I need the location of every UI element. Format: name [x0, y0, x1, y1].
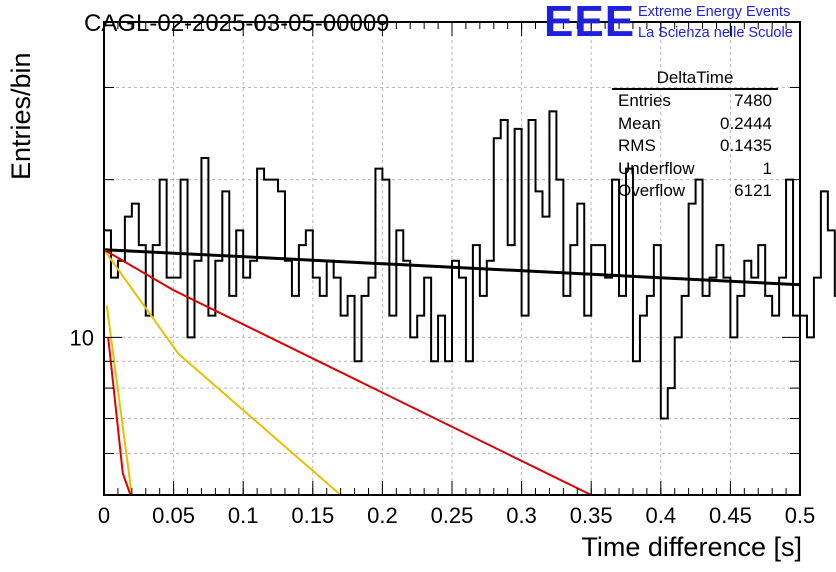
x-tick-label: 0.2: [367, 503, 398, 528]
stats-label: Mean: [618, 113, 661, 133]
stats-label: Entries: [618, 91, 671, 110]
axis-ticks: [103, 21, 801, 495]
x-tick-label: 0.35: [570, 503, 613, 528]
x-tick-label: 0.5: [785, 503, 816, 528]
fit-line: [103, 249, 342, 496]
fit-curves: [103, 248, 801, 496]
x-axis-label: Time difference [s]: [581, 532, 802, 562]
stats-value: 0.1435: [720, 136, 772, 155]
stats-row-mean: Mean 0.2444: [612, 113, 778, 136]
run-title: CAGL-02-2025-03-05-00009: [84, 10, 390, 37]
stats-label: RMS: [618, 136, 656, 155]
stats-value: 6121: [734, 181, 772, 200]
stats-value: 7480: [734, 91, 772, 110]
x-tick-label: 0.45: [709, 503, 752, 528]
logo-line-2: La Scienza nelle Scuole: [638, 25, 793, 41]
stats-label: Underflow: [618, 158, 695, 178]
fit-line: [103, 248, 592, 496]
fit-line: [105, 305, 133, 496]
x-tick-label: 0.15: [291, 503, 334, 528]
histogram-outline: [104, 110, 836, 420]
stats-box: DeltaTime Entries 7480 Mean 0.2444 RMS 0…: [612, 68, 778, 203]
stats-row-overflow: Overflow 6121: [612, 180, 778, 203]
stats-row-underflow: Underflow 1: [612, 158, 778, 181]
x-tick-label: 0.1: [228, 503, 259, 528]
fit-line: [103, 248, 801, 287]
x-tick-label: 0.3: [506, 503, 537, 528]
eee-logo: EEE: [544, 0, 636, 46]
x-tick-label: 0.4: [646, 503, 677, 528]
histogram-series: [104, 110, 836, 420]
stats-value: 0.2444: [720, 113, 772, 133]
x-tick-label: 0.25: [431, 503, 474, 528]
y-tick-label: 10: [70, 325, 94, 350]
x-tick-label: 0.05: [152, 503, 195, 528]
x-tick-label: 0: [98, 503, 110, 528]
stats-label: Overflow: [618, 181, 686, 200]
stats-value: 1: [762, 158, 772, 178]
stats-title: DeltaTime: [612, 68, 778, 90]
logo-line-1: Extreme Energy Events: [638, 4, 791, 20]
y-axis-label: Entries/bin: [6, 52, 36, 180]
fit-line: [107, 337, 132, 496]
stats-row-rms: RMS 0.1435: [612, 135, 778, 158]
stats-row-entries: Entries 7480: [612, 90, 778, 113]
tick-labels: 0 0.05 0.1 0.15 0.2 0.25 0.3 0.35 0.4 0.45 0.5 10: [70, 325, 816, 528]
